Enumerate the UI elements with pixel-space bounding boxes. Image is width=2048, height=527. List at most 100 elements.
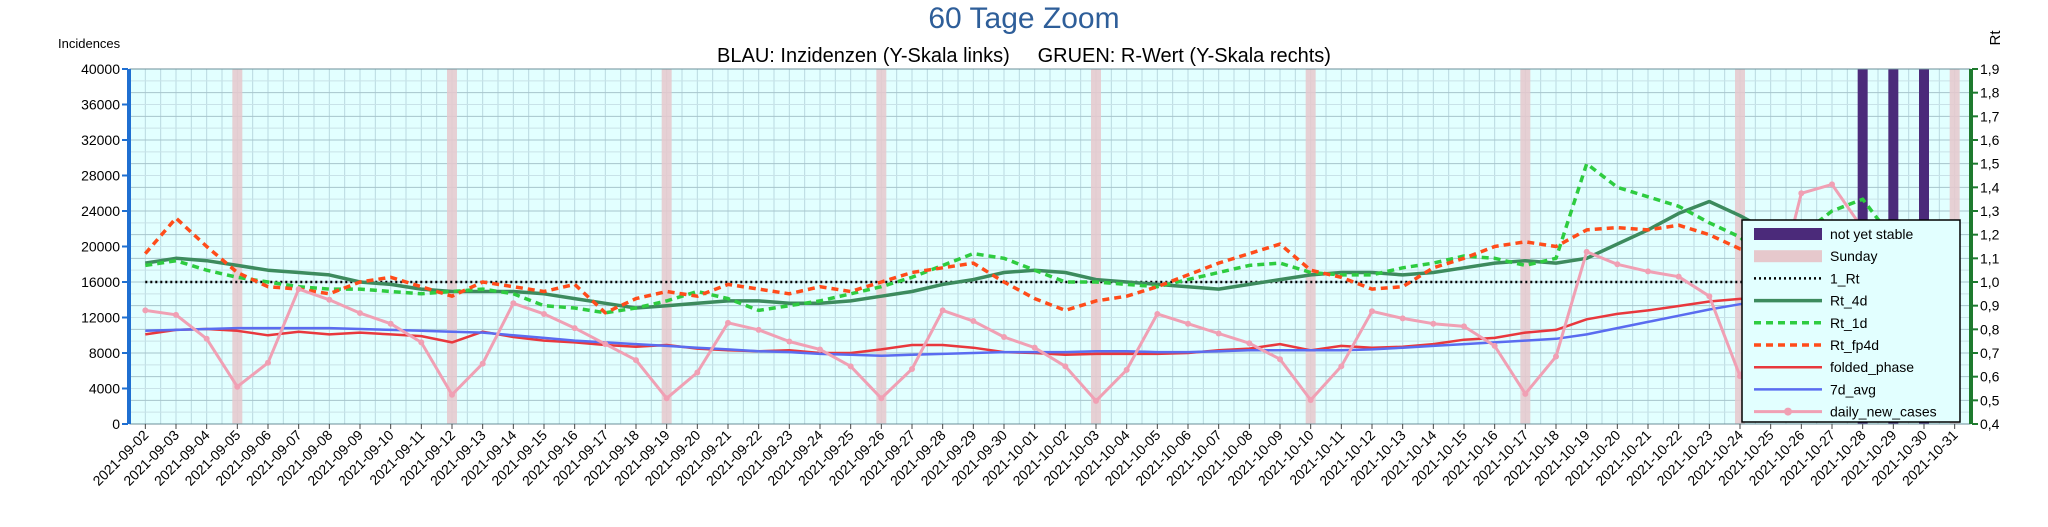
y-tick-right-label: 1,7 [1980, 108, 2000, 124]
data-point [1583, 248, 1590, 255]
data-point [1369, 308, 1375, 315]
grid [129, 68, 1971, 425]
data-point [1185, 320, 1191, 327]
y-tick-right-label: 0,8 [1980, 321, 2000, 337]
data-point [663, 395, 670, 402]
y-axis-right-label: Rt [1987, 30, 2004, 46]
y-tick-right-label: 1,6 [1980, 132, 2000, 148]
data-point [571, 325, 578, 332]
y-tick-left-label: 36000 [81, 97, 120, 113]
y-tick-left-label: 0 [112, 416, 120, 432]
y-tick-right-label: 1,8 [1980, 85, 2000, 101]
sunday-band [447, 69, 457, 424]
legend-entry: 7d_avg [1830, 381, 1876, 397]
legend-entry: not yet stable [1830, 226, 1913, 242]
legend: not yet stable Sunday 1_Rt Rt_4d Rt_1d Rt_fp4… [1741, 219, 1961, 423]
data-point [173, 311, 179, 318]
data-point [1001, 334, 1007, 341]
data-point [1829, 181, 1835, 188]
y-tick-right-label: 1,3 [1980, 203, 2000, 219]
data-point [1399, 315, 1406, 322]
y-tick-right-label: 1,2 [1980, 227, 2000, 243]
data-point [295, 286, 302, 293]
y-tick-left-label: 12000 [81, 310, 120, 326]
data-point [725, 319, 731, 326]
sunday-band [1735, 69, 1745, 424]
data-point [142, 307, 149, 314]
y-tick-right-label: 0,7 [1980, 345, 2000, 361]
legend-entry: Sunday [1830, 248, 1877, 264]
data-point [786, 338, 793, 345]
sunday-band [1520, 69, 1531, 424]
data-point [1307, 397, 1314, 404]
data-point [755, 326, 762, 333]
data-point [1675, 273, 1682, 280]
y-tick-right-label: 1,1 [1980, 250, 2000, 266]
y-tick-right-label: 1,9 [1980, 61, 2000, 77]
data-point [541, 310, 547, 317]
data-point [602, 341, 609, 348]
y-tick-right-label: 0,6 [1980, 369, 2000, 385]
data-point [418, 339, 425, 346]
data-point [1614, 261, 1621, 268]
legend-entry: Rt_1d [1830, 315, 1867, 331]
legend-swatch [1754, 228, 1822, 240]
data-point [234, 383, 241, 390]
legend-entry: Rt_fp4d [1830, 337, 1879, 353]
y-tick-left-label: 24000 [81, 203, 120, 219]
y-tick-right-label: 0,5 [1980, 392, 2000, 408]
y-tick-left-label: 40000 [81, 61, 120, 77]
y-tick-left-label: 8000 [89, 345, 120, 361]
y-tick-left-label: 4000 [89, 381, 120, 397]
legend-swatch [1754, 250, 1822, 263]
data-point [1246, 340, 1253, 347]
legend-entry: 1_Rt [1830, 270, 1860, 286]
data-point [847, 363, 854, 370]
data-point [1522, 390, 1529, 397]
data-point [1645, 268, 1651, 275]
data-point [326, 296, 333, 303]
y-tick-right-label: 1,0 [1980, 274, 2000, 290]
legend-entry: Rt_4d [1830, 293, 1867, 309]
series-line-7d-avg [145, 260, 1955, 357]
y-tick-right-label: 0,4 [1980, 416, 2000, 432]
data-point [1154, 310, 1161, 317]
data-point [1338, 363, 1345, 370]
legend-entry: daily_new_cases [1830, 404, 1937, 420]
y-tick-left-label: 20000 [81, 239, 120, 255]
sunday-band [232, 69, 243, 424]
y-tick-right-label: 1,5 [1980, 156, 2000, 172]
sunday-band [661, 69, 672, 424]
data-point [633, 357, 639, 364]
data-point [1798, 190, 1805, 197]
data-point [1123, 366, 1130, 373]
chart-subtitle: BLAU: Inzidenzen (Y-Skala links) GRUEN: … [717, 45, 1331, 67]
data-point [449, 391, 455, 398]
data-point [510, 300, 517, 307]
data-point [1215, 330, 1222, 337]
series-line-rt-fp4d [143, 216, 1957, 315]
y-tick-left-label: 32000 [81, 132, 120, 148]
data-point [694, 369, 701, 376]
data-point [1461, 323, 1467, 330]
sunday-band [876, 69, 887, 424]
data-point [817, 346, 823, 353]
y-tick-right-label: 1,4 [1980, 179, 2000, 195]
sunday-band [1305, 69, 1316, 424]
data-point [1062, 363, 1069, 370]
y-tick-left-label: 28000 [81, 168, 120, 184]
data-point [1031, 344, 1038, 351]
chart-title: 60 Tage Zoom [928, 2, 1119, 35]
y-tick-right-label: 0,9 [1980, 298, 2000, 314]
series-line-daily-new-cases [145, 182, 1957, 403]
sunday-band [1091, 69, 1101, 424]
data-point [939, 307, 946, 314]
y-tick-left-label: 16000 [81, 274, 120, 290]
data-point [878, 395, 885, 402]
data-point [387, 320, 394, 327]
y-axis-left-label: Incidences [58, 36, 121, 51]
data-point [1430, 320, 1437, 327]
data-point [909, 365, 915, 372]
legend-marker [1784, 407, 1792, 416]
data-point [1706, 293, 1713, 300]
